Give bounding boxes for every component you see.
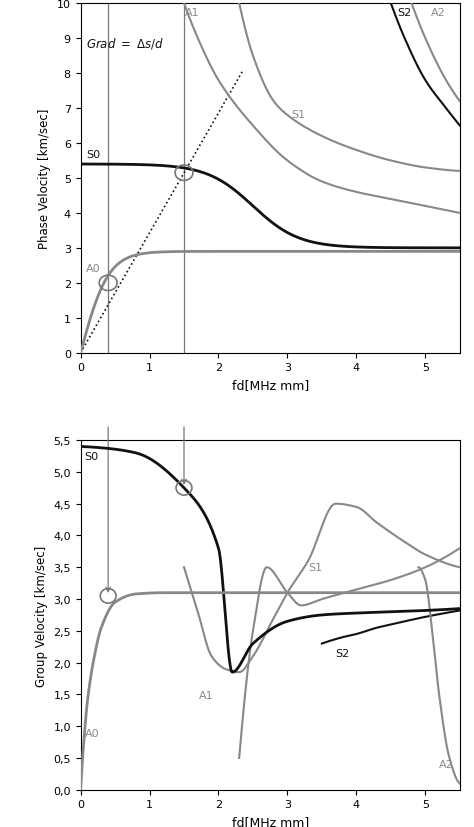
Text: A1: A1 bbox=[185, 8, 200, 18]
X-axis label: fd[MHz mm]: fd[MHz mm] bbox=[232, 379, 309, 391]
Y-axis label: Group Velocity [km/sec]: Group Velocity [km/sec] bbox=[35, 545, 48, 686]
Text: S1: S1 bbox=[291, 110, 305, 120]
Text: A0: A0 bbox=[85, 728, 100, 738]
Text: S0: S0 bbox=[86, 150, 100, 160]
Text: A2: A2 bbox=[439, 759, 454, 770]
Text: A2: A2 bbox=[431, 8, 446, 18]
Text: A0: A0 bbox=[86, 263, 100, 273]
Y-axis label: Phase Velocity [km/sec]: Phase Velocity [km/sec] bbox=[38, 108, 51, 249]
Text: S0: S0 bbox=[85, 452, 99, 461]
Text: $\mathit{Grad}$ $=$ $\Delta s/d$: $\mathit{Grad}$ $=$ $\Delta s/d$ bbox=[86, 36, 164, 51]
Text: S1: S1 bbox=[308, 562, 322, 573]
Text: S2: S2 bbox=[336, 648, 350, 658]
Text: A1: A1 bbox=[199, 690, 214, 700]
X-axis label: fd[MHz mm]: fd[MHz mm] bbox=[232, 815, 309, 827]
Text: S2: S2 bbox=[398, 8, 412, 18]
